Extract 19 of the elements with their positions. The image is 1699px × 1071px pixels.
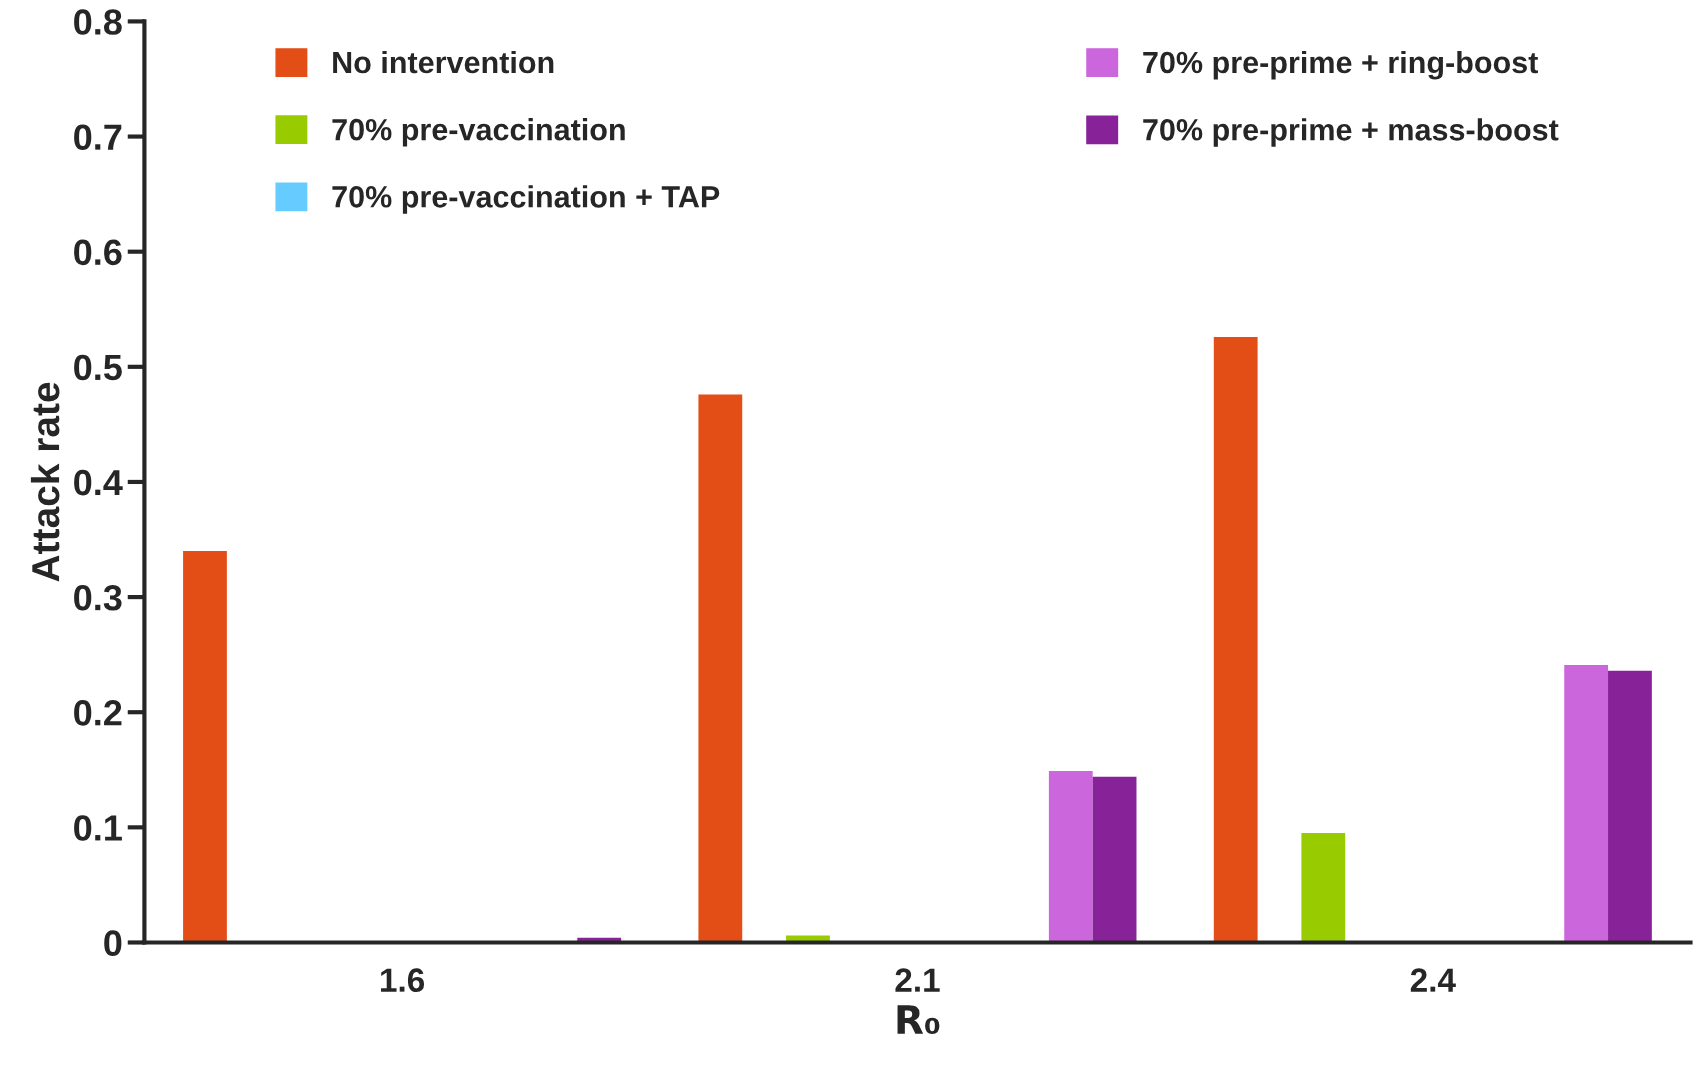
legend-label: 70% pre-prime + ring-boost: [1143, 50, 1538, 80]
x-tick-label: 1.6: [381, 968, 425, 992]
x-axis-title: R₀: [897, 1005, 940, 1035]
y-tick-label: 0.6: [74, 239, 122, 266]
x-tick-label: 2.4: [1410, 968, 1456, 992]
legend-label: No intervention: [333, 50, 554, 74]
y-tick-label: 0.2: [74, 700, 122, 726]
y-tick-label: 0.7: [74, 124, 122, 150]
legend-label: 70% pre-prime + mass-boost: [1143, 118, 1559, 147]
y-tick-label: 0.8: [74, 9, 122, 35]
y-tick-label: 0.1: [74, 815, 122, 841]
y-axis-title: Attack rate: [30, 382, 60, 582]
y-tick-label: 0.3: [74, 584, 122, 611]
legend-label: 70% pre-vaccination: [332, 118, 625, 147]
legend-label: 70% pre-vaccination + TAP: [332, 185, 720, 214]
y-tick-label: 0.5: [74, 354, 122, 381]
x-tick-label: 2.1: [895, 968, 940, 992]
y-tick-label: 0.4: [74, 469, 123, 496]
y-tick-label: 0: [104, 930, 122, 956]
